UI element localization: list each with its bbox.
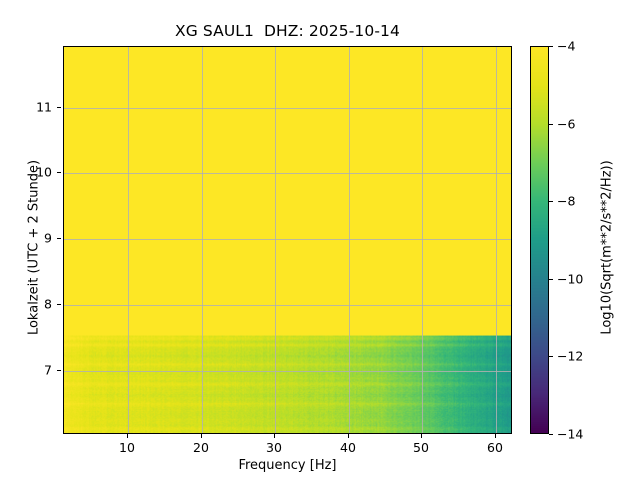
colorbar-tick-label: −4	[557, 38, 576, 54]
colorbar-tick-mark	[549, 201, 553, 202]
y-tick-mark	[56, 238, 61, 239]
y-tick-label: 9	[44, 230, 52, 246]
spectrogram-axes[interactable]	[63, 46, 512, 434]
chart-title: XG SAUL1 DHZ: 2025-10-14	[175, 22, 400, 40]
colorbar-tick-label: −6	[557, 116, 576, 132]
x-tick-mark	[495, 434, 496, 438]
gridline-vertical	[422, 47, 423, 433]
gridline-vertical	[275, 47, 276, 433]
gridline-horizontal	[64, 239, 511, 240]
colorbar-tick-label: −8	[557, 193, 576, 209]
colorbar-tick-mark	[549, 46, 553, 47]
colorbar-tick-label: −14	[557, 426, 584, 442]
colorbar-gradient	[531, 47, 548, 433]
x-tick-mark	[201, 434, 202, 438]
x-tick-label: 10	[119, 440, 135, 455]
x-tick-mark	[127, 434, 128, 438]
gridline-vertical	[128, 47, 129, 433]
y-axis-label: Lokalzeit (UTC + 2 Stunde)	[26, 159, 42, 336]
gridline-vertical	[202, 47, 203, 433]
x-tick-mark	[421, 434, 422, 438]
y-tick-mark	[56, 172, 61, 173]
y-tick-label: 11	[36, 99, 52, 115]
colorbar-tick-label: −12	[557, 348, 584, 364]
y-tick-mark	[56, 304, 61, 305]
x-tick-label: 50	[413, 440, 429, 455]
x-tick-label: 40	[340, 440, 356, 455]
x-tick-mark	[348, 434, 349, 438]
y-tick-mark	[56, 107, 61, 108]
gridline-horizontal	[64, 371, 511, 372]
gridline-horizontal	[64, 305, 511, 306]
colorbar-tick-mark	[549, 434, 553, 435]
gridline-vertical	[349, 47, 350, 433]
colorbar[interactable]	[530, 46, 549, 434]
x-tick-label: 60	[487, 440, 503, 455]
y-tick-label: 7	[44, 362, 52, 378]
colorbar-tick-mark	[549, 279, 553, 280]
y-tick-label: 10	[36, 164, 52, 180]
y-tick-mark	[56, 370, 61, 371]
x-tick-mark	[274, 434, 275, 438]
colorbar-tick-mark	[549, 124, 553, 125]
colorbar-label: Log10(Sqrt(m**2/s**2/Hz))	[599, 160, 615, 335]
spectrogram-image	[64, 47, 511, 433]
gridline-horizontal	[64, 173, 511, 174]
colorbar-tick-mark	[549, 356, 553, 357]
x-tick-label: 30	[266, 440, 282, 455]
gridline-vertical	[496, 47, 497, 433]
colorbar-tick-label: −10	[557, 271, 584, 287]
x-tick-label: 20	[193, 440, 209, 455]
gridline-horizontal	[64, 108, 511, 109]
y-tick-label: 8	[44, 296, 52, 312]
x-axis-label: Frequency [Hz]	[238, 458, 337, 473]
